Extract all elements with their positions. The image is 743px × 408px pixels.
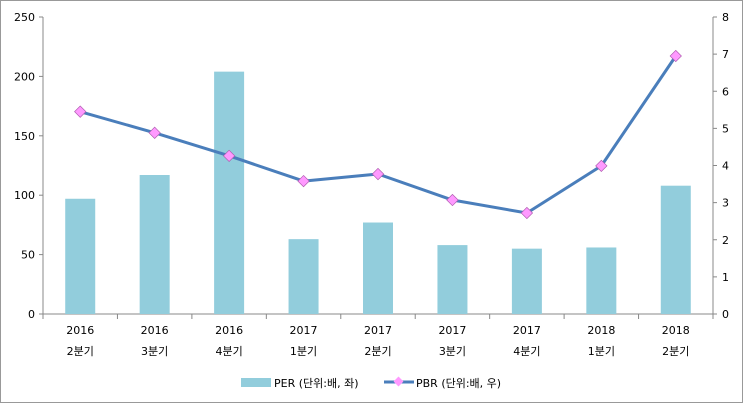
x-tick-label-year: 2017 <box>438 324 466 337</box>
right-tick-label: 7 <box>722 48 729 61</box>
right-tick-label: 8 <box>722 11 729 24</box>
x-tick-label-quarter: 2분기 <box>662 345 689 358</box>
right-tick-label: 2 <box>722 234 729 247</box>
left-tick-label: 0 <box>28 308 35 321</box>
legend-per-label: PER (단위:배, 좌) <box>274 377 359 390</box>
per-bar <box>214 71 245 314</box>
per-bar <box>139 175 170 314</box>
left-tick-label: 200 <box>14 70 35 83</box>
right-tick-label: 3 <box>722 197 729 210</box>
per-bar <box>511 248 542 314</box>
x-tick-label-year: 2017 <box>513 324 541 337</box>
right-tick-label: 0 <box>722 308 729 321</box>
x-tick-label-year: 2016 <box>66 324 94 337</box>
pbr-marker <box>446 193 459 207</box>
right-tick-label: 6 <box>722 85 729 98</box>
pbr-marker <box>371 167 385 181</box>
left-tick-label: 50 <box>21 249 35 262</box>
x-tick-label-quarter: 3분기 <box>439 345 466 358</box>
per-bar <box>363 222 393 314</box>
per-bar <box>65 198 96 314</box>
legend-pbr-label: PBR (단위:배, 우) <box>416 377 501 390</box>
pbr-marker <box>520 206 534 220</box>
legend-per-swatch <box>241 378 271 387</box>
right-tick-label: 5 <box>722 122 729 135</box>
pbr-marker <box>222 149 236 162</box>
per-bar <box>660 185 691 314</box>
x-tick-label-year: 2017 <box>364 324 392 337</box>
pbr-marker <box>669 49 682 63</box>
x-tick-label-year: 2016 <box>141 324 169 337</box>
per-bar <box>437 245 468 314</box>
per-bar <box>288 239 319 314</box>
x-tick-label-quarter: 2분기 <box>67 345 94 358</box>
x-tick-label-year: 2018 <box>662 324 690 337</box>
x-tick-label-quarter: 4분기 <box>215 345 242 358</box>
left-tick-label: 100 <box>14 189 35 202</box>
pbr-marker <box>74 105 87 118</box>
x-tick-label-year: 2018 <box>587 324 615 337</box>
left-tick-label: 250 <box>14 11 35 24</box>
legend-pbr-marker <box>393 376 404 387</box>
pbr-marker <box>595 159 608 173</box>
right-tick-label: 1 <box>722 271 729 284</box>
x-tick-label-quarter: 3분기 <box>141 345 168 358</box>
pbr-marker <box>148 126 161 139</box>
left-tick-label: 150 <box>14 130 35 143</box>
per-bar <box>586 247 617 314</box>
x-tick-label-year: 2016 <box>215 324 243 337</box>
x-tick-label-quarter: 1분기 <box>290 345 317 358</box>
x-tick-label-quarter: 4분기 <box>513 345 540 358</box>
x-tick-label-quarter: 2분기 <box>364 345 391 358</box>
x-tick-label-quarter: 1분기 <box>588 345 615 358</box>
x-tick-label-year: 2017 <box>290 324 318 337</box>
right-tick-label: 4 <box>722 160 729 173</box>
pbr-marker <box>297 174 310 188</box>
